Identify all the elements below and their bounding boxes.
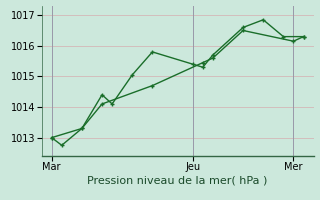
X-axis label: Pression niveau de la mer( hPa ): Pression niveau de la mer( hPa ) <box>87 175 268 185</box>
